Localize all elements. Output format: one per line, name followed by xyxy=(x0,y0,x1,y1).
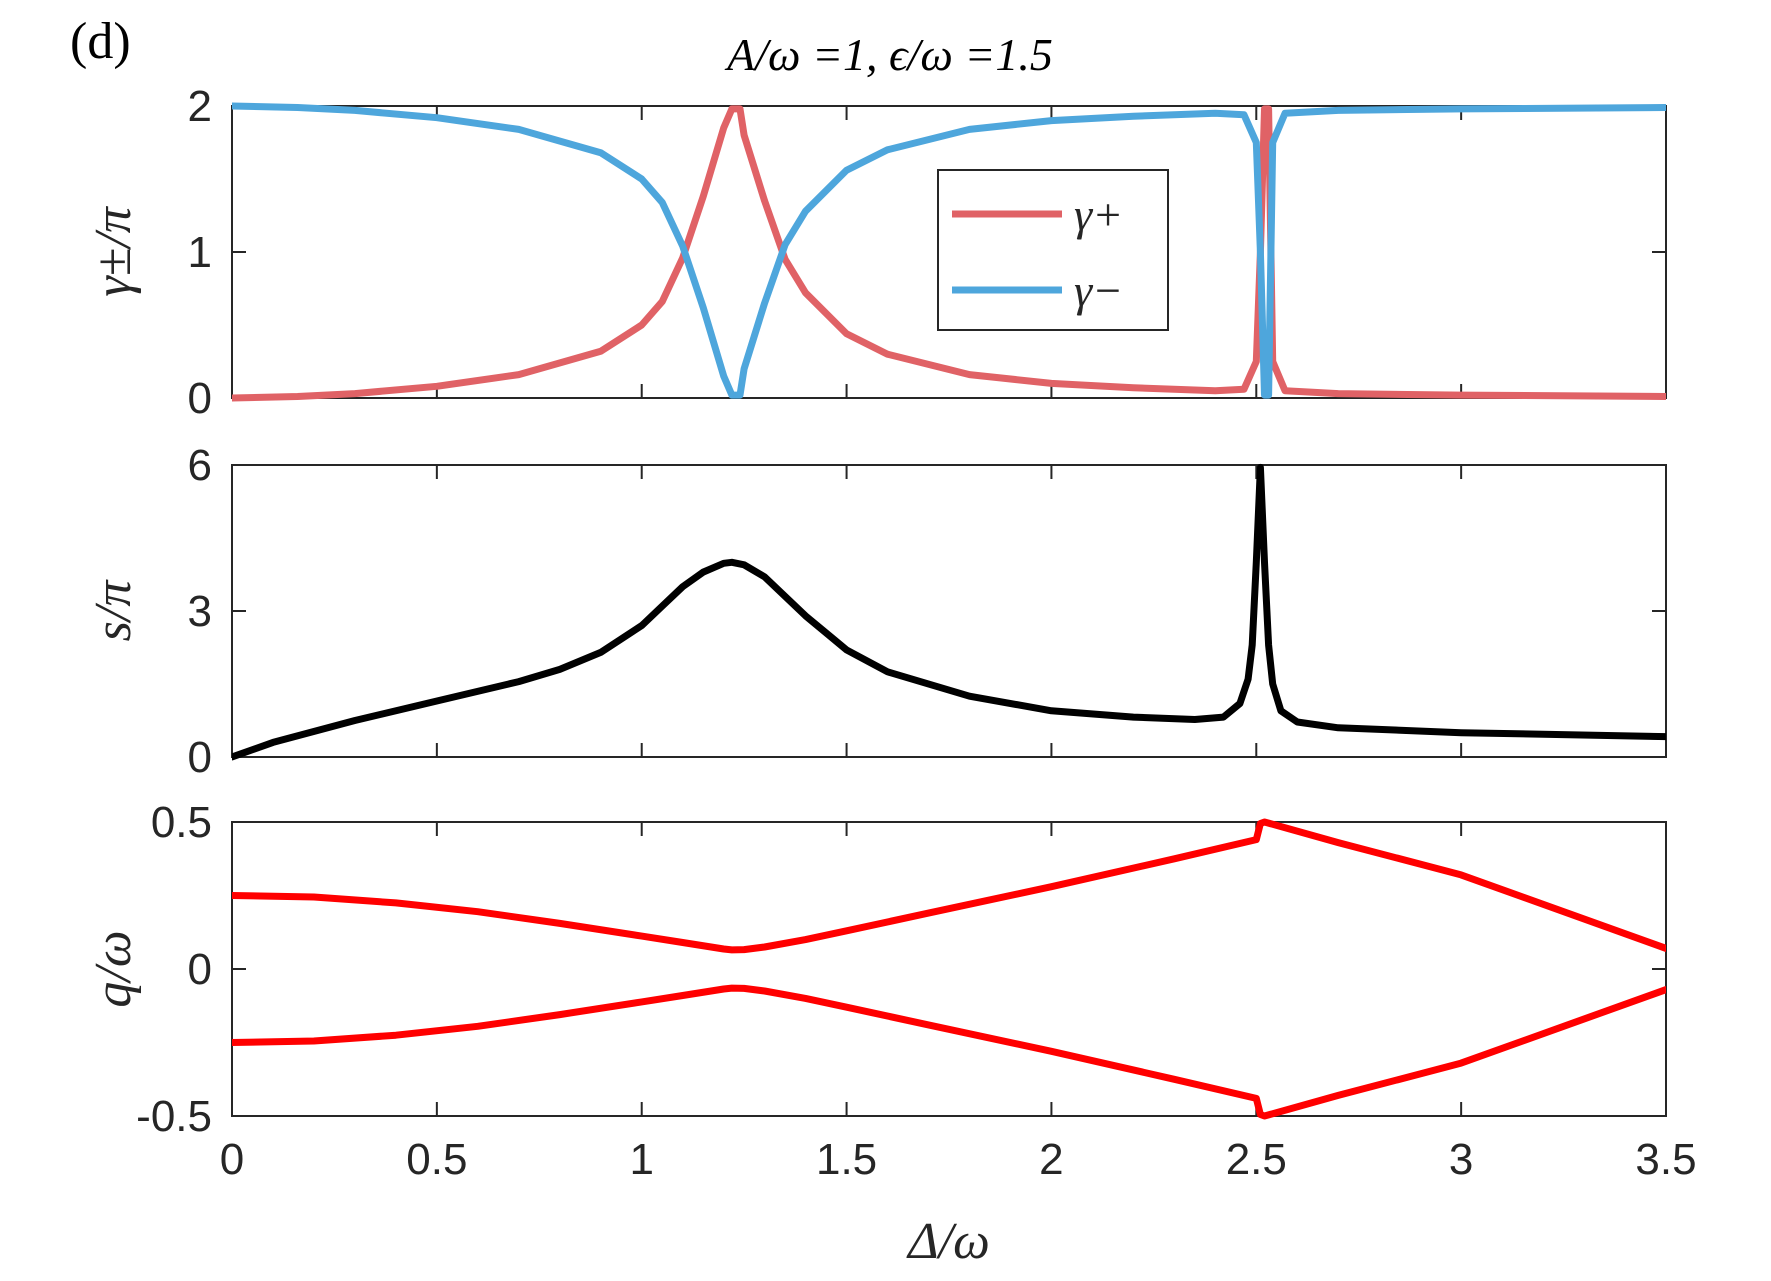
panel-gamma: 0 1 2 γ±/π γ+ γ− xyxy=(85,82,1667,423)
q-ytick-label: -0.5 xyxy=(136,1092,212,1141)
xlabel: Δ/ω xyxy=(906,1213,990,1270)
q-axes-frame xyxy=(231,821,1667,1117)
xtick-label: 1.5 xyxy=(816,1135,877,1184)
xtick-label: 2.5 xyxy=(1226,1135,1287,1184)
xtick-label: 1 xyxy=(629,1135,653,1184)
s-ylabel: s/π xyxy=(85,579,142,642)
xtick-label: 2 xyxy=(1039,1135,1063,1184)
panel-s: 0 3 6 s/π xyxy=(85,441,1667,782)
gamma-ytick-label: 1 xyxy=(188,228,212,277)
legend-box xyxy=(937,169,1169,331)
panel-q: -0.500.5q/ω0 0.5 1 1.5 2 2.5 3 3.5Δ/ω xyxy=(85,798,1697,1270)
q-ytick-label: 0 xyxy=(188,945,212,994)
gamma-ytick-label: 2 xyxy=(188,82,212,131)
q-series-line-a xyxy=(232,818,1666,954)
q-ytick-label: 0.5 xyxy=(151,798,212,847)
s-ytick-label: 0 xyxy=(188,733,212,782)
legend-label-gamma-minus: γ− xyxy=(1074,265,1123,316)
figure-title: A/ω =1, ϵ/ω =1.5 xyxy=(724,29,1053,80)
xtick-label: 0.5 xyxy=(406,1135,467,1184)
s-series-line-a xyxy=(232,463,1666,761)
xtick-label: 0 xyxy=(220,1135,244,1184)
gamma-series-line-b xyxy=(232,102,1666,399)
gamma-ytick-label: 0 xyxy=(188,374,212,423)
panel-label: (d) xyxy=(70,13,131,70)
q-series-line-b xyxy=(232,984,1666,1120)
s-ytick-label: 6 xyxy=(188,441,212,490)
legend-label-gamma-plus: γ+ xyxy=(1074,189,1123,240)
q-ylabel: q/ω xyxy=(85,930,142,1007)
s-ytick-label: 3 xyxy=(188,587,212,636)
gamma-ylabel: γ±/π xyxy=(85,205,142,296)
xtick-label: 3 xyxy=(1449,1135,1473,1184)
xtick-label: 3.5 xyxy=(1635,1135,1696,1184)
gamma-series-line-a xyxy=(232,105,1666,402)
s-axes-frame xyxy=(231,464,1667,758)
